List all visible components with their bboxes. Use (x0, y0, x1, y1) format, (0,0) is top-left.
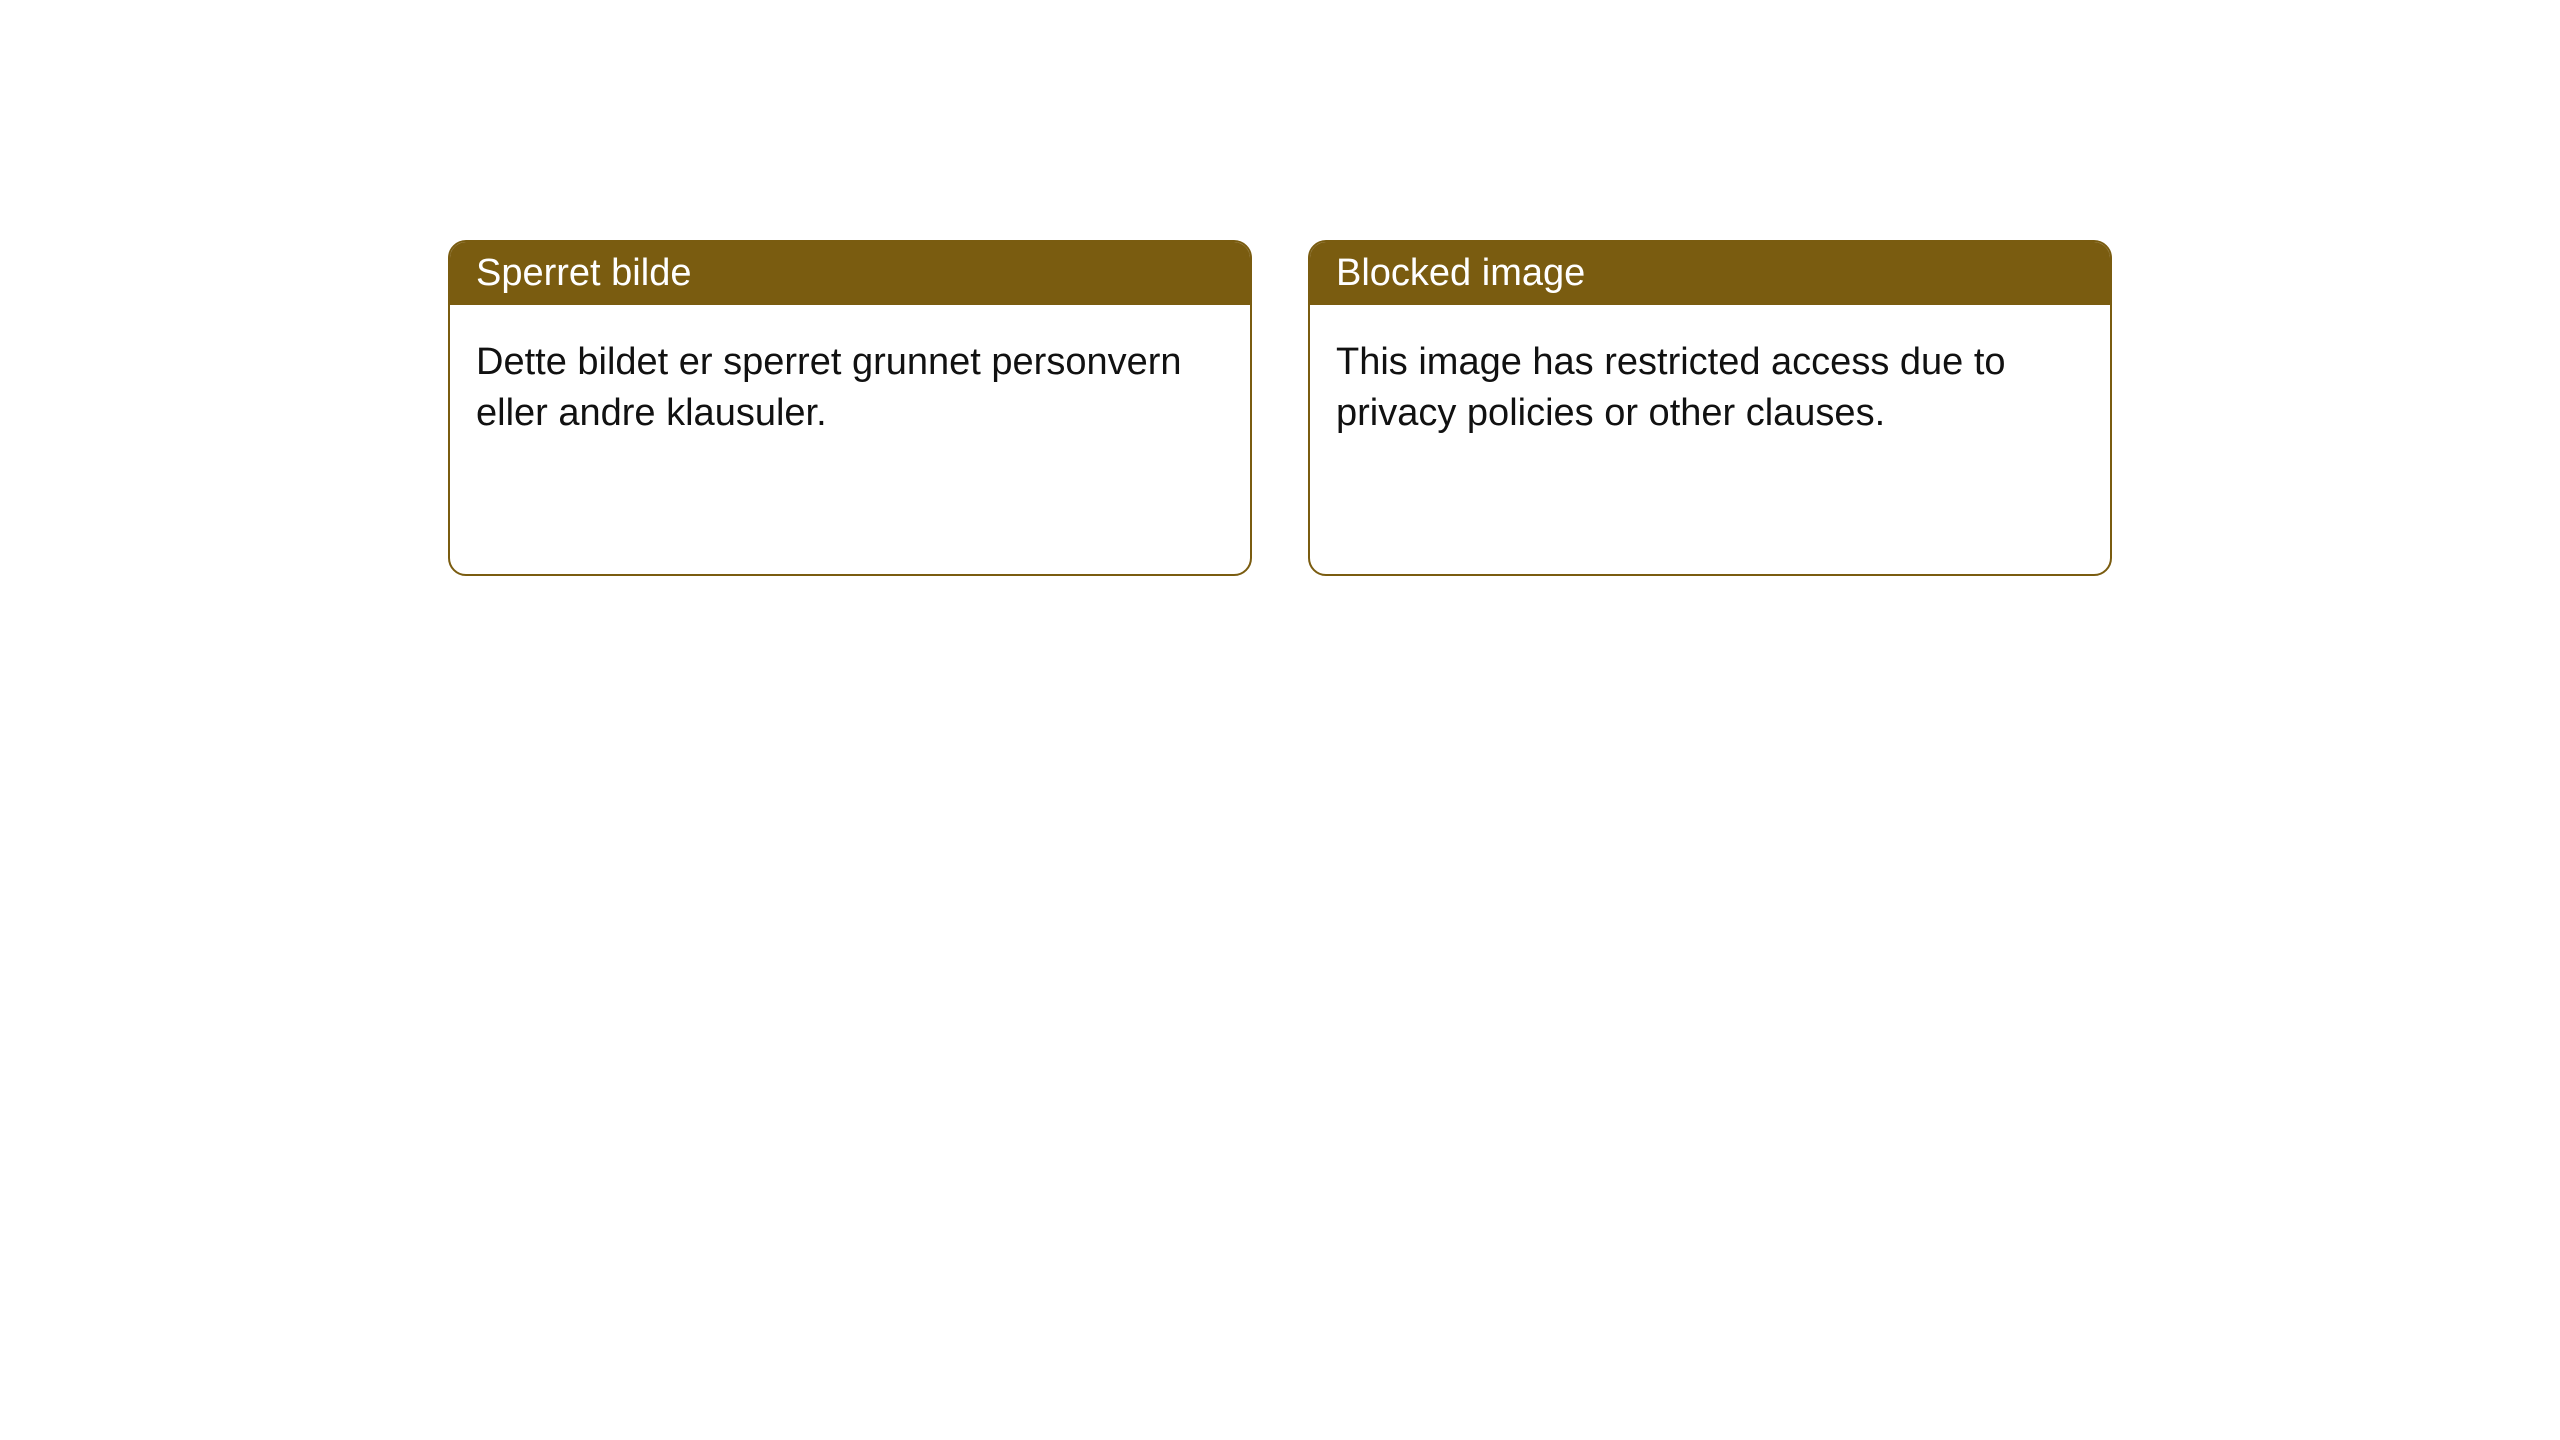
notice-container: Sperret bilde Dette bildet er sperret gr… (0, 0, 2560, 576)
notice-body-norwegian: Dette bildet er sperret grunnet personve… (450, 305, 1250, 472)
notice-card-norwegian: Sperret bilde Dette bildet er sperret gr… (448, 240, 1252, 576)
notice-title-english: Blocked image (1310, 242, 2110, 305)
notice-card-english: Blocked image This image has restricted … (1308, 240, 2112, 576)
notice-body-english: This image has restricted access due to … (1310, 305, 2110, 472)
notice-title-norwegian: Sperret bilde (450, 242, 1250, 305)
